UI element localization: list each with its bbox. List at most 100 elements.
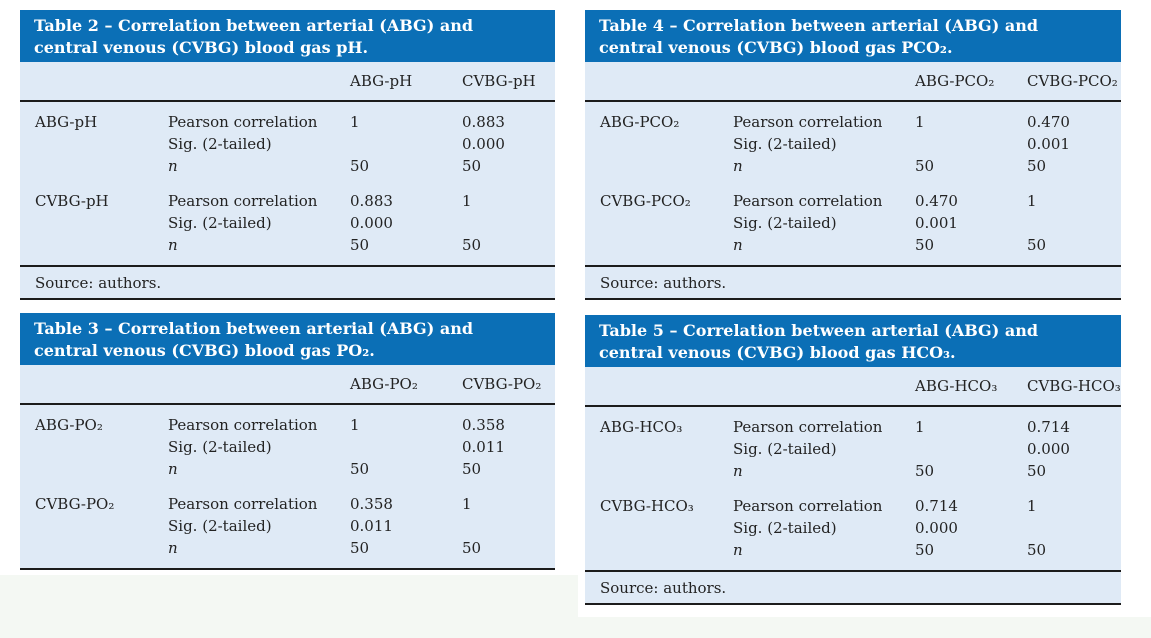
value-cell: 0.000 — [915, 519, 958, 537]
value-cell: 0.470 — [1027, 113, 1070, 131]
table-row: CVBG-pH Pearson correlation 0.883 1 Sig.… — [35, 190, 555, 256]
table-4-data: ABG-PCO₂ Pearson correlation 1 0.470 Sig… — [585, 102, 1121, 267]
metric-label: Pearson correlation — [168, 416, 318, 434]
value-cell: 50 — [1027, 541, 1047, 559]
column-header: ABG-HCO₃ — [915, 377, 998, 395]
row-label: ABG-PO₂ — [35, 416, 103, 434]
metric-label: Sig. (2-tailed) — [168, 438, 272, 456]
metric-label: Pearson correlation — [168, 495, 318, 513]
table-row: ABG-PCO₂ Pearson correlation 1 0.470 Sig… — [600, 111, 1121, 177]
empty-cell — [35, 373, 168, 395]
empty-cell — [168, 70, 350, 92]
source-text: Source: authors. — [600, 578, 727, 597]
value-cell: 0.883 — [350, 192, 393, 210]
metric-label: n — [168, 236, 178, 254]
value-cell: 0.470 — [915, 192, 958, 210]
value-cell: 0.883 — [462, 113, 505, 131]
value-cell: 50 — [1027, 236, 1047, 254]
empty-cell — [600, 539, 733, 561]
table-3-title: Table 3 – Correlation between arterial (… — [20, 313, 555, 365]
table-3: Table 3 – Correlation between arterial (… — [20, 313, 555, 570]
value-cell: 50 — [350, 236, 370, 254]
empty-cell — [600, 70, 733, 92]
empty-cell — [35, 155, 168, 177]
empty-cell — [600, 234, 733, 256]
table-4: Table 4 – Correlation between arterial (… — [585, 10, 1121, 300]
value-cell: 1 — [462, 495, 472, 513]
value-cell: 1 — [462, 192, 472, 210]
value-cell: 0.001 — [915, 214, 958, 232]
value-cell: 50 — [462, 236, 482, 254]
empty-cell — [600, 517, 733, 539]
metric-label: n — [168, 539, 178, 557]
source-text: Source: authors. — [600, 273, 727, 292]
table-4-title: Table 4 – Correlation between arterial (… — [585, 10, 1121, 62]
empty-cell — [35, 436, 168, 458]
value-cell: 50 — [915, 541, 935, 559]
table-4-source-row: Source: authors. — [585, 267, 1121, 300]
empty-cell — [600, 212, 733, 234]
metric-label: Sig. (2-tailed) — [733, 214, 837, 232]
value-cell: 50 — [462, 157, 482, 175]
metric-label: Sig. (2-tailed) — [168, 135, 272, 153]
metric-label: n — [733, 462, 743, 480]
value-cell — [1027, 517, 1121, 539]
table-3-body: ABG-PO₂ CVBG-PO₂ ABG-PO₂ Pearson correla… — [20, 365, 555, 570]
table-row: CVBG-PCO₂ Pearson correlation 0.470 1 Si… — [600, 190, 1121, 256]
row-label: CVBG-HCO₃ — [600, 497, 694, 515]
table-row: ABG-HCO₃ Pearson correlation 1 0.714 Sig… — [600, 416, 1121, 482]
column-header: CVBG-PCO₂ — [1027, 72, 1118, 90]
value-cell: 1 — [350, 113, 360, 131]
metric-label: Sig. (2-tailed) — [733, 519, 837, 537]
metric-label: n — [733, 236, 743, 254]
empty-cell — [35, 70, 168, 92]
value-cell: 50 — [1027, 157, 1047, 175]
value-cell — [462, 212, 555, 234]
value-cell — [1027, 212, 1121, 234]
value-cell: 0.358 — [350, 495, 393, 513]
value-cell: 1 — [350, 416, 360, 434]
table-3-data: ABG-PO₂ Pearson correlation 1 0.358 Sig.… — [20, 405, 555, 570]
empty-cell — [733, 70, 915, 92]
empty-cell — [600, 460, 733, 482]
table-4-body: ABG-PCO₂ CVBG-PCO₂ ABG-PCO₂ Pearson corr… — [585, 62, 1121, 300]
table-4-column-header-row: ABG-PCO₂ CVBG-PCO₂ — [585, 62, 1121, 102]
table-row: ABG-PO₂ Pearson correlation 1 0.358 Sig.… — [35, 414, 555, 480]
value-cell: 50 — [1027, 462, 1047, 480]
value-cell — [350, 133, 462, 155]
value-cell — [915, 438, 1027, 460]
empty-cell — [35, 234, 168, 256]
column-header: CVBG-HCO₃ — [1027, 377, 1121, 395]
table-row: CVBG-PO₂ Pearson correlation 0.358 1 Sig… — [35, 493, 555, 559]
column-header: CVBG-pH — [462, 72, 536, 90]
value-cell: 0.714 — [1027, 418, 1070, 436]
metric-label: Pearson correlation — [733, 192, 883, 210]
row-label: CVBG-PO₂ — [35, 495, 115, 513]
value-cell: 50 — [915, 462, 935, 480]
table-2-title: Table 2 – Correlation between arterial (… — [20, 10, 555, 62]
row-label: CVBG-pH — [35, 192, 109, 210]
empty-cell — [600, 438, 733, 460]
table-2-data: ABG-pH Pearson correlation 1 0.883 Sig. … — [20, 102, 555, 267]
value-cell: 0.011 — [350, 517, 393, 535]
table-5: Table 5 – Correlation between arterial (… — [585, 315, 1121, 605]
table-2: Table 2 – Correlation between arterial (… — [20, 10, 555, 300]
metric-label: Pearson correlation — [733, 418, 883, 436]
value-cell: 50 — [915, 157, 935, 175]
table-5-column-header-row: ABG-HCO₃ CVBG-HCO₃ — [585, 367, 1121, 407]
table-5-body: ABG-HCO₃ CVBG-HCO₃ ABG-HCO₃ Pearson corr… — [585, 367, 1121, 605]
empty-cell — [35, 458, 168, 480]
value-cell: 0.011 — [462, 438, 505, 456]
source-text: Source: authors. — [35, 273, 162, 292]
value-cell: 0.358 — [462, 416, 505, 434]
row-label: CVBG-PCO₂ — [600, 192, 691, 210]
metric-label: Pearson correlation — [168, 192, 318, 210]
value-cell — [462, 515, 555, 537]
value-cell: 0.000 — [1027, 440, 1070, 458]
table-row: CVBG-HCO₃ Pearson correlation 0.714 1 Si… — [600, 495, 1121, 561]
metric-label: Pearson correlation — [168, 113, 318, 131]
value-cell: 0.000 — [462, 135, 505, 153]
table-row: ABG-pH Pearson correlation 1 0.883 Sig. … — [35, 111, 555, 177]
table-2-body: ABG-pH CVBG-pH ABG-pH Pearson correlatio… — [20, 62, 555, 300]
